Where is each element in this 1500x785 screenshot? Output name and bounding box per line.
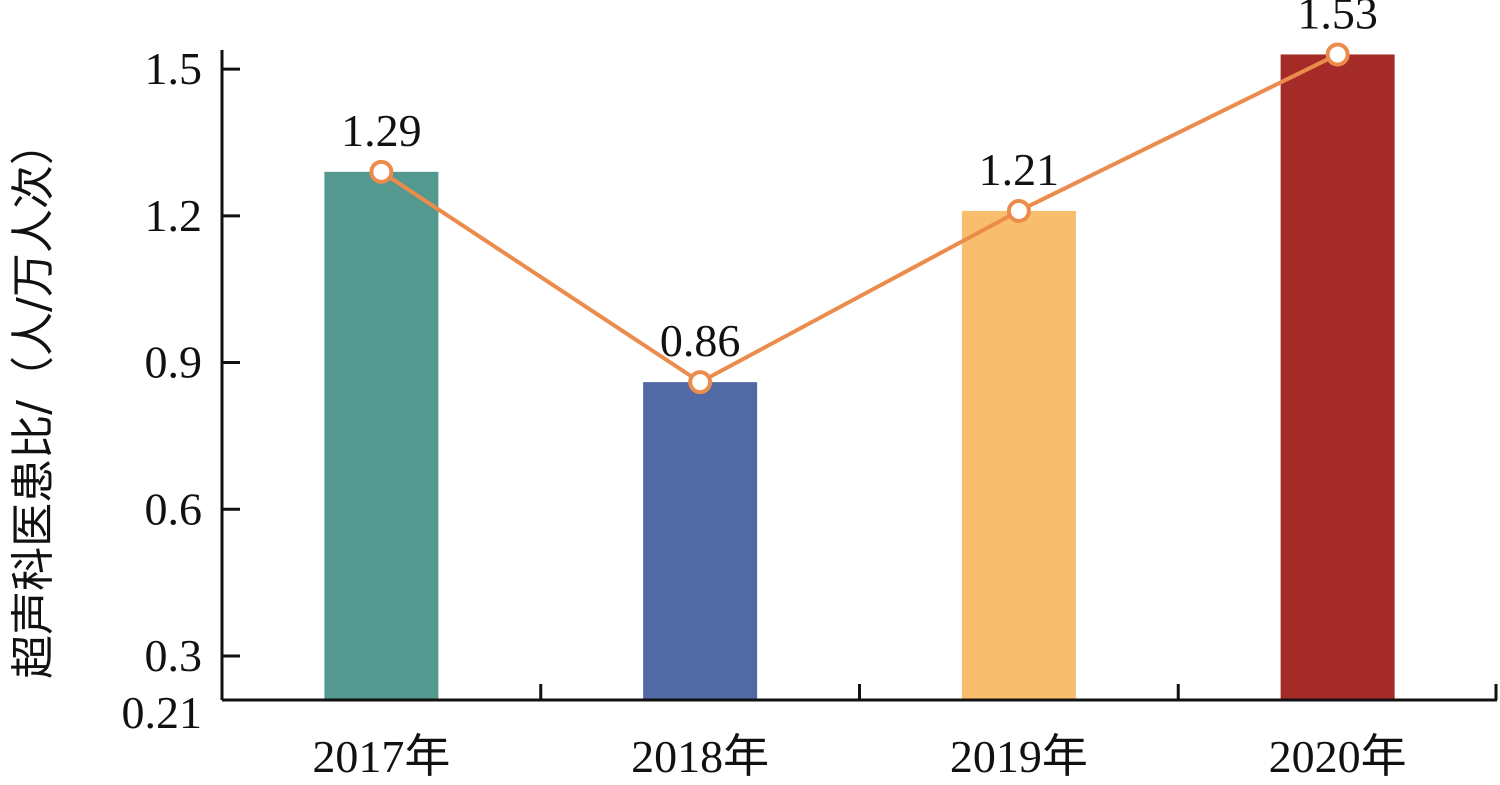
line-point-2018年 <box>688 370 713 395</box>
bar-2019年 <box>961 210 1076 700</box>
axes: 0.21 0.3 0.6 0.9 1.2 1.5 2017年 2018年 2019年 2020年 <box>122 43 1498 782</box>
trend-line-series <box>369 42 1350 395</box>
data-labels: 1.29 0.86 1.21 1.53 <box>341 0 1378 366</box>
y-tick-label: 0.21 <box>122 687 203 738</box>
y-tick-label: 0.6 <box>145 483 203 534</box>
line-point-2019年 <box>1006 198 1031 223</box>
x-tick-label: 2019年 <box>950 731 1088 782</box>
y-tick-label: 0.9 <box>145 337 203 388</box>
line-point-2017年 <box>369 159 394 184</box>
bar-2018年 <box>643 382 758 700</box>
y-axis-title: 超声科医患比/（人/万人次） <box>8 121 59 679</box>
line-point-2020年 <box>1325 42 1350 67</box>
bars <box>324 54 1395 700</box>
data-label: 1.29 <box>341 105 422 156</box>
data-label: 0.86 <box>660 315 741 366</box>
x-tick-label: 2018年 <box>631 731 769 782</box>
bar-2017年 <box>324 171 439 700</box>
data-label: 1.21 <box>979 144 1060 195</box>
data-label: 1.53 <box>1297 0 1378 38</box>
trend-line <box>380 52 1339 385</box>
y-tick-label: 1.5 <box>145 43 203 94</box>
x-tick-label: 2020年 <box>1269 731 1407 782</box>
bar-2020年 <box>1280 54 1395 700</box>
y-tick-label: 0.3 <box>145 630 203 681</box>
y-tick-label: 1.2 <box>145 190 203 241</box>
x-tick-label: 2017年 <box>312 731 450 782</box>
